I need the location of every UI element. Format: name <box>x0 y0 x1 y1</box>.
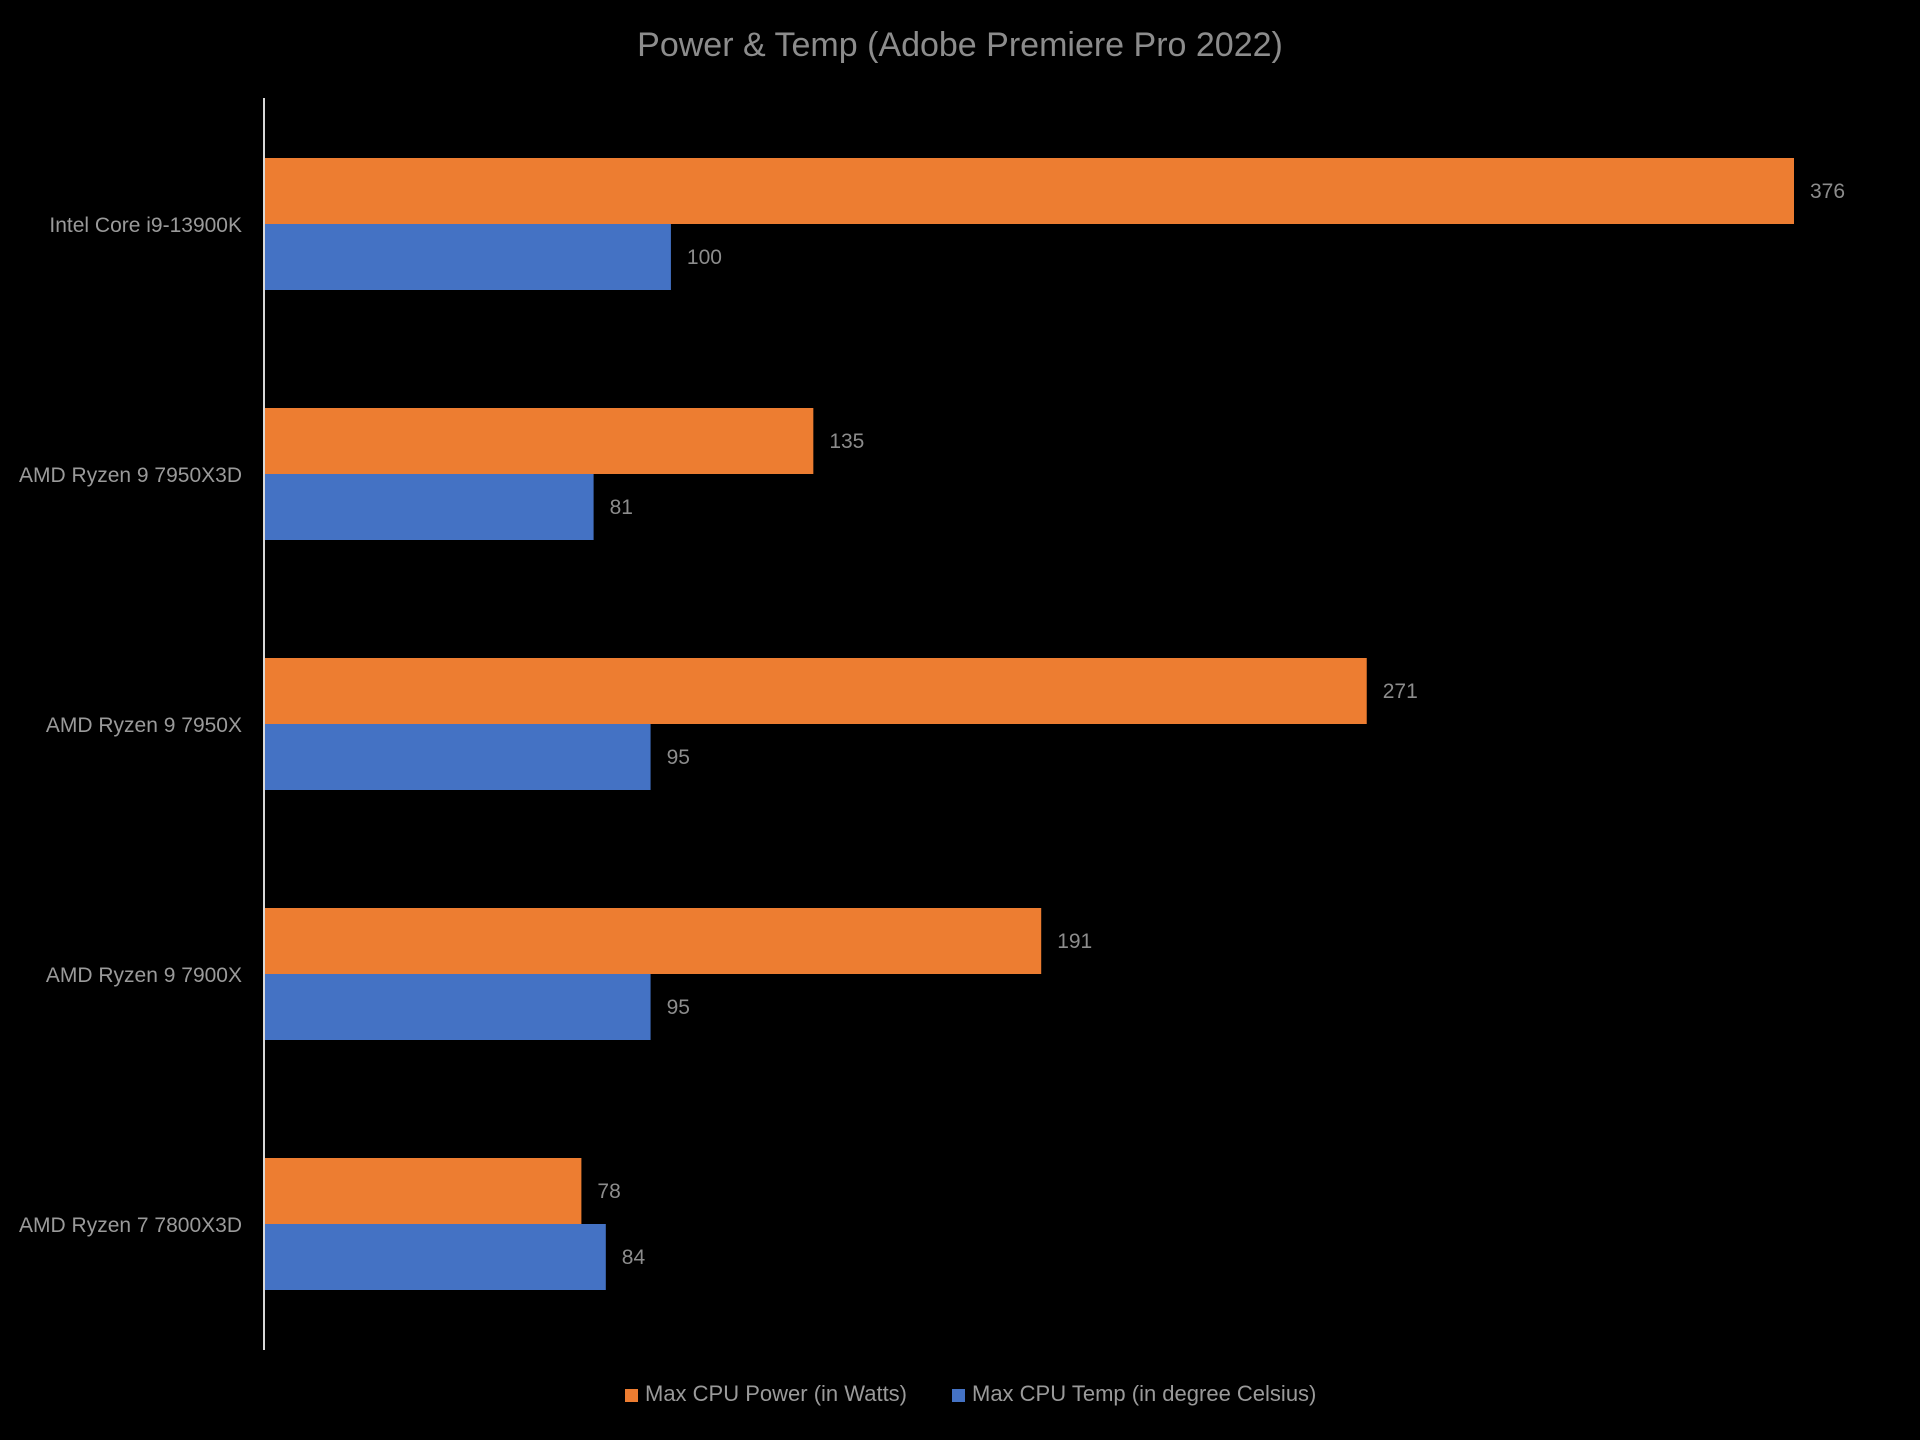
category-label: AMD Ryzen 7 7800X3D <box>19 1214 242 1237</box>
data-label: 78 <box>597 1180 620 1203</box>
data-label: 95 <box>667 746 690 769</box>
temp-bar <box>264 974 651 1040</box>
temp-bar <box>264 1224 606 1290</box>
power-bar <box>264 1158 582 1224</box>
plot-area: Intel Core i9-13900K 376 100 AMD Ryzen 9 79… <box>19 98 1845 1350</box>
legend-label-temp: Max CPU Temp (in degree Celsius) <box>972 1381 1316 1406</box>
data-label: 81 <box>610 496 633 519</box>
data-label: 135 <box>829 430 864 453</box>
temp-bar <box>264 724 651 790</box>
legend-label-power: Max CPU Power (in Watts) <box>645 1381 907 1406</box>
legend-swatch-power <box>625 1389 638 1402</box>
category-label: AMD Ryzen 9 7950X3D <box>19 464 242 487</box>
power-bar <box>264 158 1794 224</box>
legend-swatch-temp <box>952 1389 965 1402</box>
power-bar <box>264 658 1367 724</box>
power-bar <box>264 908 1042 974</box>
category-label: Intel Core i9-13900K <box>49 214 242 237</box>
data-label: 84 <box>622 1246 646 1269</box>
category-label: AMD Ryzen 9 7950X <box>46 714 242 737</box>
data-label: 271 <box>1383 680 1418 703</box>
temp-bar <box>264 224 671 290</box>
legend: Max CPU Power (in Watts) Max CPU Temp (in… <box>625 1381 1316 1406</box>
data-label: 95 <box>667 996 690 1019</box>
temp-bar <box>264 474 594 540</box>
data-label: 191 <box>1057 930 1092 953</box>
power-bar <box>264 408 814 474</box>
chart-title: Power & Temp (Adobe Premiere Pro 2022) <box>637 26 1283 64</box>
data-label: 100 <box>687 246 722 269</box>
category-label: AMD Ryzen 9 7900X <box>46 964 242 987</box>
data-label: 376 <box>1810 180 1845 203</box>
